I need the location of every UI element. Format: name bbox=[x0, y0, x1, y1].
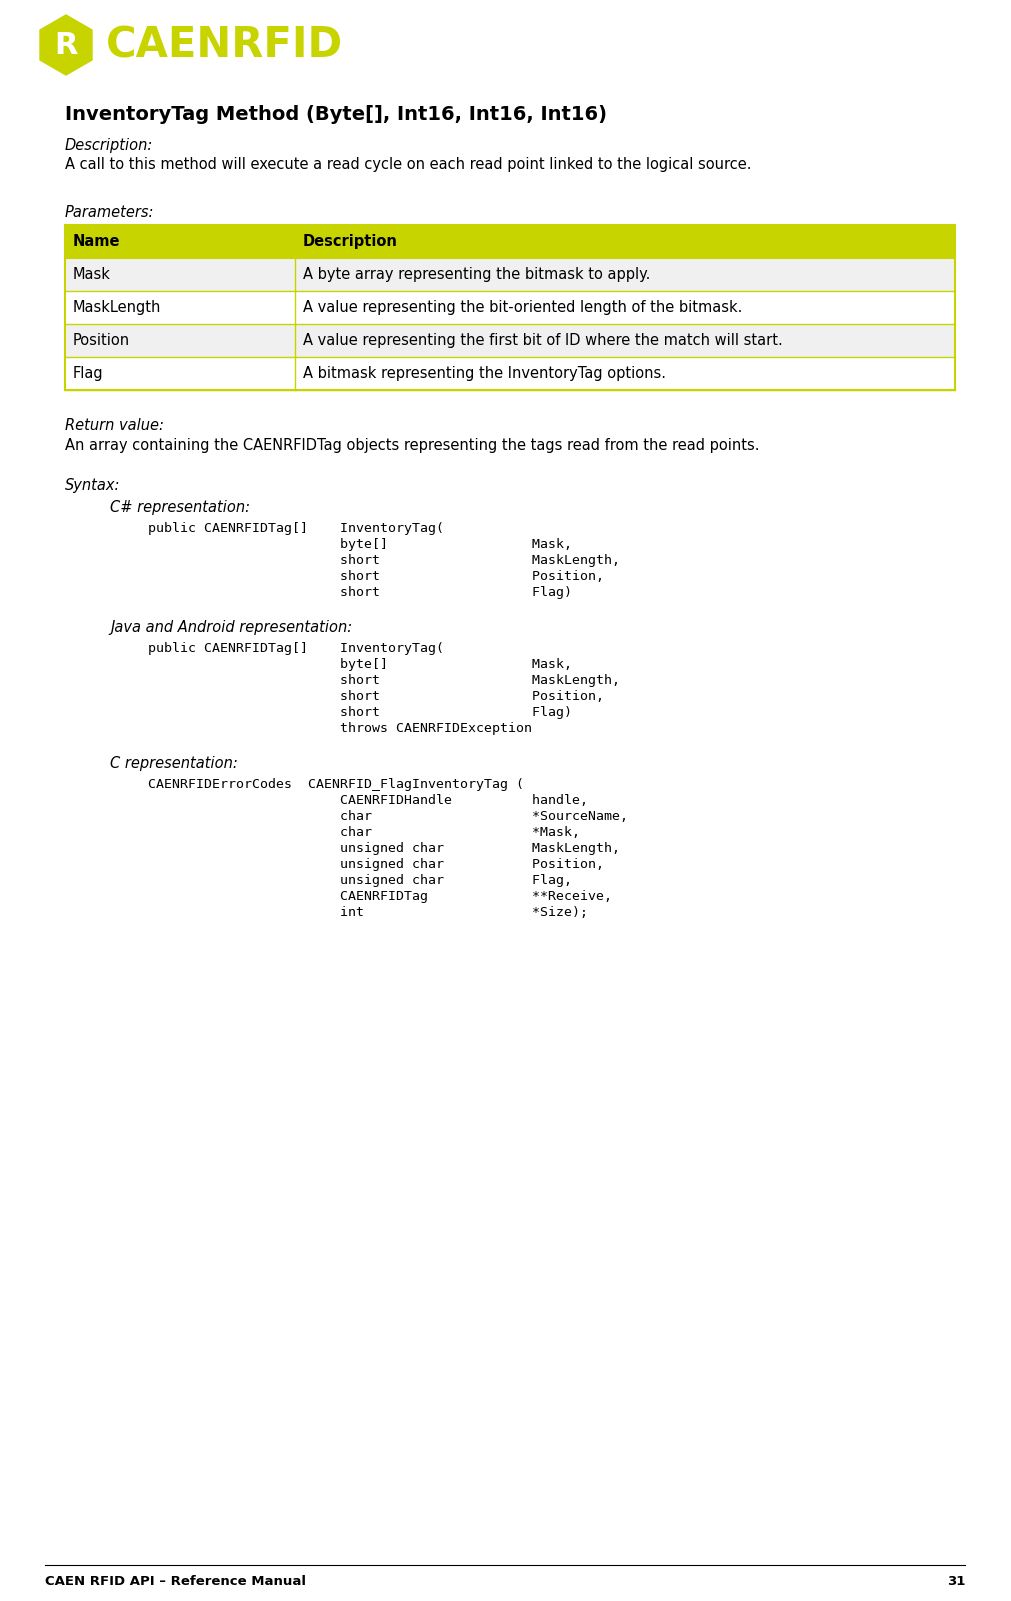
Text: Mask: Mask bbox=[73, 267, 111, 282]
FancyBboxPatch shape bbox=[65, 323, 955, 357]
FancyBboxPatch shape bbox=[65, 258, 955, 291]
Text: Parameters:: Parameters: bbox=[65, 205, 155, 219]
Text: R: R bbox=[55, 30, 78, 59]
Text: CAENRFID: CAENRFID bbox=[106, 24, 343, 66]
Text: short                   Flag): short Flag) bbox=[148, 586, 572, 599]
Text: MaskLength: MaskLength bbox=[73, 299, 162, 315]
Text: char                    *SourceName,: char *SourceName, bbox=[148, 810, 628, 823]
Polygon shape bbox=[40, 14, 92, 75]
Text: unsigned char           Position,: unsigned char Position, bbox=[148, 858, 604, 871]
Text: An array containing the CAENRFIDTag objects representing the tags read from the : An array containing the CAENRFIDTag obje… bbox=[65, 439, 759, 453]
Text: byte[]                  Mask,: byte[] Mask, bbox=[148, 658, 572, 671]
Text: A byte array representing the bitmask to apply.: A byte array representing the bitmask to… bbox=[303, 267, 650, 282]
Text: Position: Position bbox=[73, 333, 130, 347]
Text: Return value:: Return value: bbox=[65, 418, 164, 432]
Text: C# representation:: C# representation: bbox=[110, 500, 250, 516]
Text: short                   Flag): short Flag) bbox=[148, 706, 572, 719]
Text: short                   Position,: short Position, bbox=[148, 690, 604, 703]
Text: public CAENRFIDTag[]    InventoryTag(: public CAENRFIDTag[] InventoryTag( bbox=[148, 642, 444, 655]
Text: Name: Name bbox=[73, 234, 120, 250]
FancyBboxPatch shape bbox=[65, 291, 955, 323]
Text: throws CAENRFIDException: throws CAENRFIDException bbox=[148, 722, 532, 735]
Text: CAENRFIDHandle          handle,: CAENRFIDHandle handle, bbox=[148, 794, 588, 807]
Text: int                     *Size);: int *Size); bbox=[148, 906, 588, 919]
Text: A call to this method will execute a read cycle on each read point linked to the: A call to this method will execute a rea… bbox=[65, 157, 751, 171]
Text: A value representing the bit-oriented length of the bitmask.: A value representing the bit-oriented le… bbox=[303, 299, 742, 315]
FancyBboxPatch shape bbox=[65, 357, 955, 391]
Text: Description:: Description: bbox=[65, 138, 154, 154]
Text: char                    *Mask,: char *Mask, bbox=[148, 826, 580, 839]
Text: Description: Description bbox=[303, 234, 398, 250]
Text: CAEN RFID API – Reference Manual: CAEN RFID API – Reference Manual bbox=[45, 1575, 306, 1588]
Text: short                   Position,: short Position, bbox=[148, 570, 604, 583]
FancyBboxPatch shape bbox=[65, 226, 955, 258]
Text: short                   MaskLength,: short MaskLength, bbox=[148, 674, 620, 687]
Text: Java and Android representation:: Java and Android representation: bbox=[110, 620, 352, 636]
Text: public CAENRFIDTag[]    InventoryTag(: public CAENRFIDTag[] InventoryTag( bbox=[148, 522, 444, 535]
Text: CAENRFIDTag             **Receive,: CAENRFIDTag **Receive, bbox=[148, 890, 612, 903]
Text: unsigned char           MaskLength,: unsigned char MaskLength, bbox=[148, 842, 620, 855]
Text: 31: 31 bbox=[946, 1575, 966, 1588]
Text: C representation:: C representation: bbox=[110, 756, 238, 772]
Text: Syntax:: Syntax: bbox=[65, 479, 120, 493]
Text: CAENRFIDErrorCodes  CAENRFID_FlagInventoryTag (: CAENRFIDErrorCodes CAENRFID_FlagInventor… bbox=[148, 778, 524, 791]
Text: unsigned char           Flag,: unsigned char Flag, bbox=[148, 874, 572, 887]
Text: Flag: Flag bbox=[73, 367, 103, 381]
Text: A bitmask representing the InventoryTag options.: A bitmask representing the InventoryTag … bbox=[303, 367, 666, 381]
Text: byte[]                  Mask,: byte[] Mask, bbox=[148, 538, 572, 551]
Text: A value representing the first bit of ID where the match will start.: A value representing the first bit of ID… bbox=[303, 333, 783, 347]
Text: short                   MaskLength,: short MaskLength, bbox=[148, 554, 620, 567]
Text: InventoryTag Method (Byte[], Int16, Int16, Int16): InventoryTag Method (Byte[], Int16, Int1… bbox=[65, 106, 607, 123]
